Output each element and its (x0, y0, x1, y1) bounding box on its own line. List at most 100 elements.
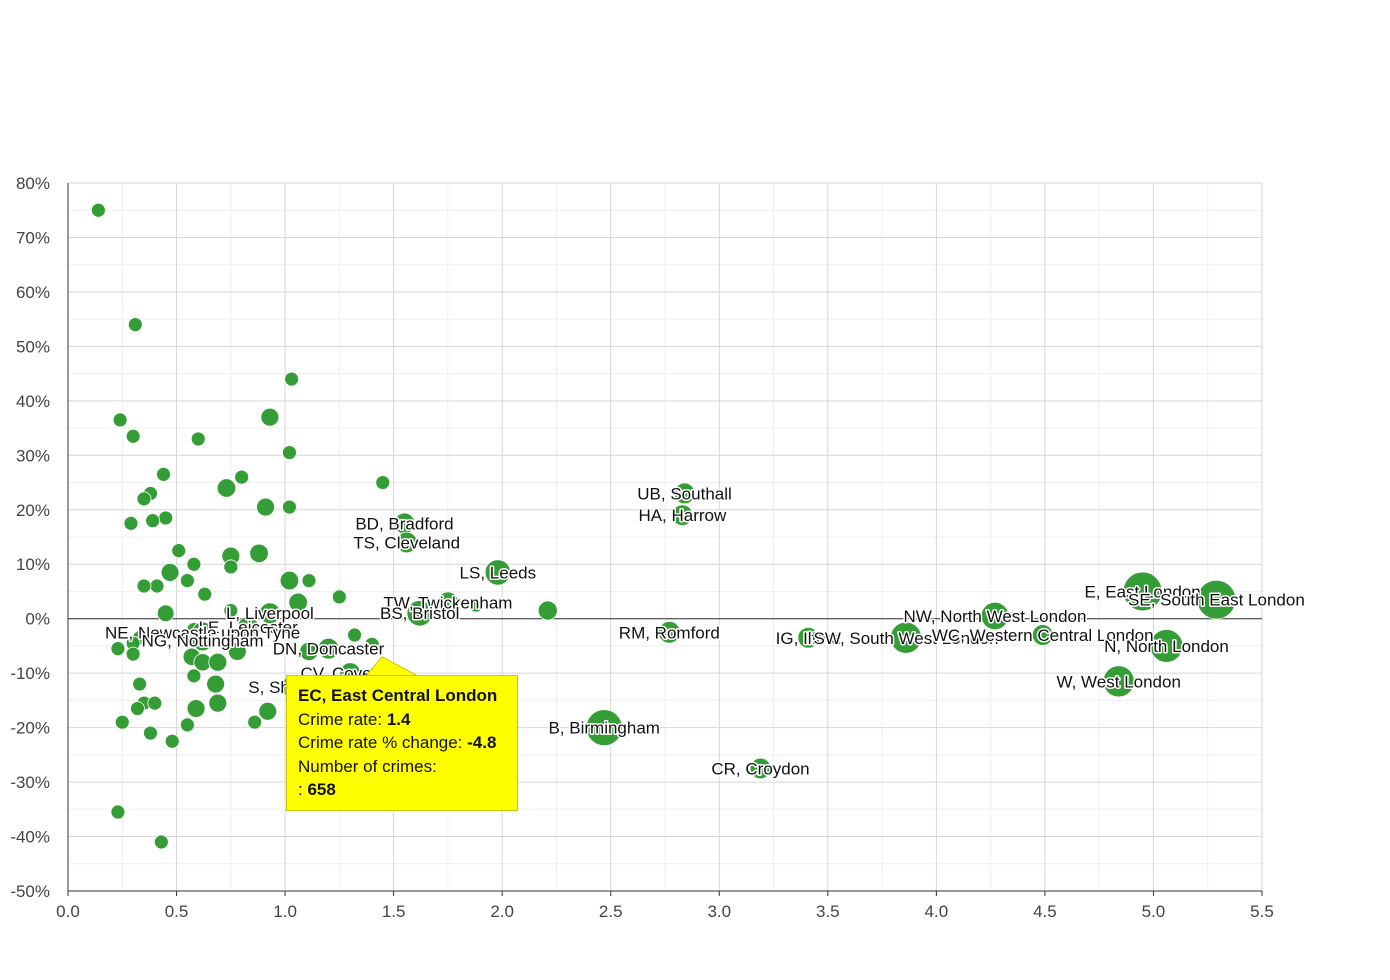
bubble[interactable] (658, 621, 681, 644)
bubble[interactable] (186, 556, 202, 572)
bubble[interactable] (288, 592, 308, 613)
bubble[interactable] (331, 589, 347, 605)
bubble[interactable] (797, 626, 820, 649)
bubble[interactable] (145, 513, 161, 529)
bubble[interactable] (1102, 665, 1135, 698)
bubble[interactable] (147, 695, 163, 711)
bubble-label: RM, Romford (619, 623, 720, 642)
bubble[interactable] (90, 202, 106, 218)
bubble[interactable] (136, 578, 152, 594)
bubble[interactable] (279, 570, 300, 591)
bubble[interactable] (156, 604, 175, 623)
bubble[interactable] (227, 641, 247, 661)
bubble[interactable] (164, 733, 180, 749)
bubble[interactable] (125, 646, 141, 662)
bubble[interactable] (112, 412, 128, 428)
bubble[interactable] (237, 616, 259, 638)
bubble[interactable] (437, 591, 459, 614)
bubble[interactable] (484, 559, 511, 586)
bubble-label: N, North London (1104, 637, 1229, 656)
y-tick-label: -20% (10, 719, 50, 738)
bubble[interactable] (980, 601, 1010, 631)
bubble[interactable] (889, 621, 922, 654)
bubble[interactable] (123, 515, 139, 531)
bubble[interactable] (284, 371, 300, 387)
bubble-label: W, West London (1057, 672, 1181, 691)
bubble[interactable] (110, 804, 126, 820)
bubble[interactable] (256, 497, 275, 517)
bubble[interactable] (282, 499, 297, 515)
axes (67, 183, 1262, 892)
bubble-label: CR, Croydon (711, 759, 809, 778)
bubble[interactable] (247, 714, 263, 730)
y-axis-ticks: 80% 70% 60% 50% 40% 30% 20% 10% 0% -10% -20% -30% -4… (10, 174, 50, 901)
tooltip-count-label: Number of crimes: (298, 756, 437, 776)
bubble[interactable] (179, 717, 195, 733)
bubble[interactable] (468, 597, 484, 613)
bubble[interactable] (149, 578, 165, 594)
bubble[interactable] (282, 445, 297, 460)
bubble[interactable] (749, 757, 772, 780)
bubble[interactable] (260, 407, 280, 427)
bubble[interactable] (249, 543, 269, 564)
bubble[interactable] (190, 431, 206, 447)
x-tick-label: 5.5 (1250, 902, 1274, 921)
bubble[interactable] (537, 600, 558, 621)
bubble[interactable] (158, 510, 174, 526)
bubble[interactable] (362, 635, 381, 654)
bubble[interactable] (186, 668, 202, 684)
bubble[interactable] (301, 573, 317, 588)
bubble-label: NE, Newcastle upon Tyne (105, 623, 300, 642)
bubble[interactable] (179, 573, 195, 588)
bubble[interactable] (171, 543, 187, 559)
bubble-label: B, Birmingham (548, 719, 659, 738)
bubble[interactable] (197, 586, 213, 602)
y-tick-label: 60% (16, 283, 50, 302)
y-tick-label: -40% (10, 828, 50, 847)
bubble[interactable] (258, 701, 278, 721)
bubble[interactable] (1149, 629, 1184, 663)
bubble[interactable] (125, 428, 141, 444)
x-tick-label: 0.5 (165, 902, 189, 921)
y-tick-label: 70% (16, 228, 50, 247)
bubble[interactable] (153, 834, 169, 850)
bubble[interactable] (585, 709, 623, 747)
bubble[interactable] (114, 714, 130, 730)
bubble[interactable] (375, 475, 391, 490)
bubble[interactable] (206, 674, 226, 694)
bubble[interactable] (208, 693, 228, 713)
bubble[interactable] (216, 478, 237, 498)
bubble[interactable] (160, 562, 180, 582)
bubble[interactable] (136, 491, 152, 507)
bubble[interactable] (110, 641, 126, 657)
bubble[interactable] (132, 676, 148, 692)
bubble[interactable] (671, 504, 694, 527)
bubble-label: TS, Cleveland (353, 533, 460, 552)
bubble[interactable] (234, 469, 250, 485)
minor-gridlines (68, 183, 1262, 891)
bubble[interactable] (317, 637, 340, 660)
bubble[interactable] (673, 482, 696, 505)
bubble[interactable] (395, 531, 418, 554)
bubble[interactable] (1122, 571, 1163, 612)
bubble[interactable] (259, 602, 281, 625)
bubble[interactable] (406, 600, 433, 627)
bubble[interactable] (208, 652, 228, 672)
bubble-label: TW, Twickenham (383, 593, 512, 612)
bubble[interactable] (186, 699, 206, 718)
bubble[interactable] (143, 725, 158, 741)
x-axis-ticks: 0.0 0.5 1.0 1.5 2.0 2.5 3.0 3.5 4.0 4.5 5.0 5.5 (56, 891, 1274, 921)
bubble[interactable] (347, 627, 362, 643)
bubble[interactable] (127, 317, 143, 333)
y-tick-label: 10% (16, 555, 50, 574)
bubble-label: HA, Harrow (638, 506, 727, 525)
bubble[interactable] (130, 701, 145, 716)
bubble[interactable] (1031, 624, 1054, 646)
bubble[interactable] (191, 629, 214, 652)
bubble[interactable] (156, 466, 171, 482)
bubble[interactable] (223, 559, 239, 575)
bubble[interactable] (223, 603, 239, 618)
tooltip-change-value: -4.8 (467, 733, 497, 752)
bubble[interactable] (1196, 579, 1237, 620)
